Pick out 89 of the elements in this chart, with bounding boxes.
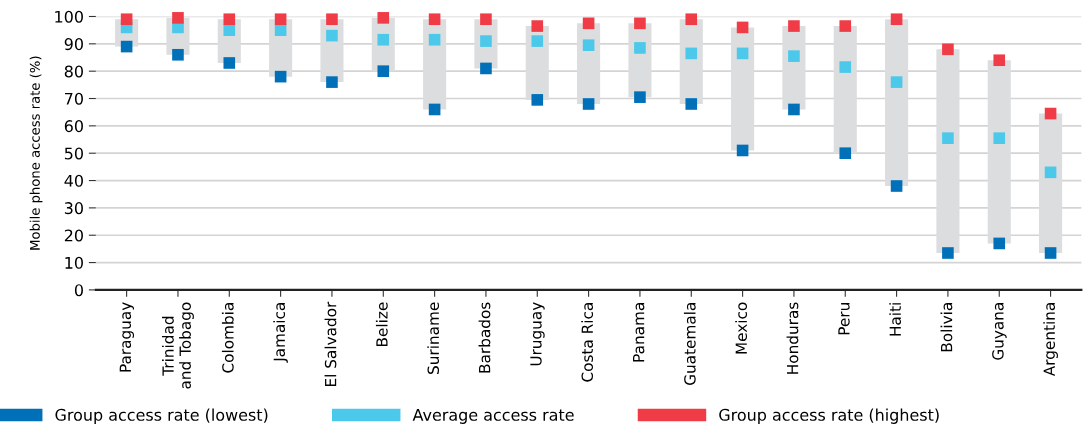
- point: [428, 103, 441, 116]
- x-tick-label: Barbados: [478, 302, 491, 373]
- point: [839, 147, 852, 160]
- x-tick-label: Bolivia: [940, 303, 953, 352]
- point: [788, 50, 800, 62]
- point: [1044, 247, 1057, 259]
- point: [480, 13, 492, 26]
- point: [377, 12, 390, 24]
- point: [274, 13, 287, 26]
- x-tick-label: Honduras: [786, 302, 799, 374]
- point: [172, 12, 184, 24]
- point: [531, 94, 544, 106]
- point: [120, 13, 133, 26]
- x-tick-label: Colombia: [221, 303, 234, 373]
- point: [890, 180, 903, 192]
- point: [531, 35, 544, 47]
- point: [685, 13, 698, 26]
- y-tick-label: 40: [64, 174, 83, 187]
- point: [274, 24, 287, 36]
- x-tick-label: Jamaica: [273, 303, 288, 363]
- point: [634, 91, 646, 103]
- point: [223, 13, 236, 26]
- point: [942, 132, 954, 144]
- point: [1044, 166, 1057, 179]
- point: [839, 20, 852, 32]
- legend-label: Group access rate (lowest): [55, 408, 268, 424]
- x-tick-label: Costa Rica: [581, 303, 594, 382]
- point: [120, 40, 133, 53]
- x-tick-label: Guyana: [992, 303, 1007, 360]
- x-tick-label: Guatemala: [683, 303, 696, 385]
- y-axis-title: Mobile phone access rate (%): [29, 56, 43, 250]
- point: [1044, 107, 1057, 120]
- point: [993, 132, 1006, 144]
- point: [890, 13, 903, 26]
- point: [582, 39, 595, 52]
- point: [634, 17, 646, 30]
- point: [634, 42, 646, 54]
- point: [788, 20, 800, 32]
- legend-label: Group access rate (highest): [719, 408, 939, 424]
- point: [839, 61, 852, 73]
- x-tick-label: Paraguay: [119, 302, 135, 372]
- y-tick-label: 0: [74, 284, 83, 297]
- point: [582, 17, 595, 30]
- y-tick-label: 70: [65, 92, 83, 105]
- y-tick-label: 20: [64, 229, 83, 242]
- point: [993, 237, 1006, 250]
- point: [274, 70, 287, 83]
- point: [428, 13, 441, 26]
- x-tick-label: Haiti: [889, 303, 902, 336]
- point: [582, 98, 595, 110]
- y-tick-label: 80: [64, 65, 83, 78]
- x-tick-label: Uruguay: [530, 302, 545, 366]
- y-tick-label: 90: [64, 38, 83, 51]
- legend-label: Average access rate: [412, 409, 574, 424]
- point: [377, 33, 390, 46]
- point: [993, 54, 1006, 67]
- point: [326, 76, 338, 88]
- point: [736, 144, 749, 157]
- y-tick-label: 100: [55, 10, 83, 23]
- y-tick-label: 30: [64, 202, 83, 215]
- x-tick-label: Mexico: [735, 302, 748, 354]
- point: [326, 29, 338, 42]
- x-tick-label: Panama: [633, 303, 645, 362]
- point: [531, 20, 544, 32]
- y-tick-label: 50: [64, 147, 83, 160]
- point: [326, 13, 338, 26]
- point: [942, 43, 954, 56]
- point: [377, 65, 390, 77]
- point: [223, 57, 236, 69]
- point: [736, 47, 749, 60]
- y-tick-label: 60: [64, 120, 83, 133]
- point: [685, 47, 698, 60]
- point: [788, 103, 800, 116]
- point: [685, 98, 698, 110]
- point: [942, 247, 954, 259]
- point: [890, 76, 903, 88]
- point: [480, 62, 492, 75]
- x-tick-label: Peru: [838, 303, 850, 335]
- point: [172, 48, 184, 61]
- x-tick-label: Belize: [375, 302, 388, 347]
- x-tick-label: Trinidad and Tobago: [162, 302, 194, 389]
- x-tick-label: El Salvador: [324, 301, 337, 387]
- point: [223, 24, 236, 36]
- point: [428, 33, 441, 46]
- y-tick-label: 10: [65, 256, 83, 269]
- point: [736, 21, 749, 34]
- point: [480, 35, 492, 47]
- x-tick-label: Argentina: [1043, 303, 1058, 377]
- x-tick-label: Suriname: [427, 302, 440, 374]
